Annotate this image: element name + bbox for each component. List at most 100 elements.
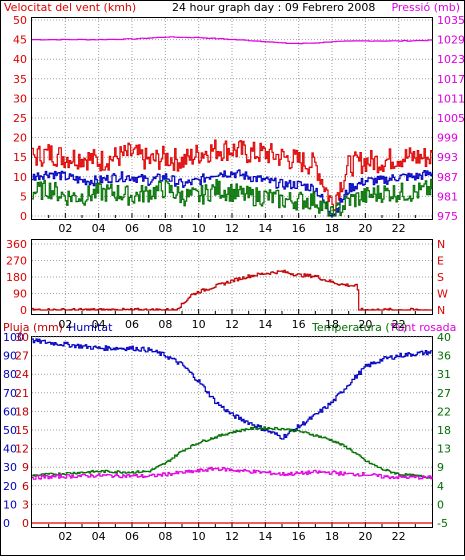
wind-speed-label: Velocitat del vent (kmh) (4, 1, 136, 14)
wind-y-tick-label: 45 (13, 34, 27, 47)
gust-line (32, 139, 433, 212)
direction-x-tick-label: 10 (192, 318, 206, 331)
direction-compass-label: W (437, 288, 448, 301)
temperature-y-tick-label: 22 (437, 405, 451, 418)
wind-y-tick-label: 40 (13, 53, 27, 66)
temperature-y-tick-label: 36 (437, 350, 451, 363)
dewpoint-line (32, 466, 433, 480)
wind-x-tick-label: 06 (125, 222, 139, 235)
direction-y-tick-label: 180 (6, 271, 27, 284)
humidity-y-tick-label: 50 (3, 424, 17, 437)
humidity-y-tick-label: 30 (3, 461, 17, 474)
humidity-x-tick-label: 02 (58, 530, 72, 543)
direction-x-tick-label: 16 (292, 318, 306, 331)
direction-y-tick-label: 360 (6, 238, 27, 251)
pressure-line (32, 36, 433, 45)
rain-y-tick-label: 30 (15, 331, 29, 344)
temperature-y-tick-label: 40 (437, 331, 451, 344)
humidity-x-tick-label: 10 (192, 530, 206, 543)
wind-x-tick-label: 04 (92, 222, 106, 235)
direction-y-tick-label: 90 (13, 288, 27, 301)
temperature-y-tick-label: 18 (437, 424, 451, 437)
humidity-y-tick-label: 20 (3, 480, 17, 493)
wind-y-tick-label: 15 (13, 151, 27, 164)
temperature-label: Temperatura (°C) (311, 321, 407, 334)
wind-pressure-chart: 0 5 10 15 20 25 30 35 40 45 50 975 981 987 993 999 1005 1… (13, 14, 465, 235)
wind-x-tick-label: 10 (192, 222, 206, 235)
direction-y-tick-label: 0 (20, 304, 27, 317)
panel-humidity-frame (31, 336, 433, 528)
humidity-x-tick-label: 18 (325, 530, 339, 543)
humidity-line (32, 338, 432, 440)
wind-y-tick-label: 5 (20, 190, 27, 203)
humidity-y-tick-label: 100 (3, 331, 24, 344)
rain-y-tick-label: 21 (15, 387, 29, 400)
direction-x-tick-label: 22 (392, 318, 406, 331)
pressure-label: Pressió (mb) (391, 1, 460, 14)
wind-y-tick-label: 25 (13, 112, 27, 125)
rain-y-tick-label: 9 (22, 461, 29, 474)
humidity-x-tick-label: 04 (92, 530, 106, 543)
wind-x-tick-label: 16 (292, 222, 306, 235)
pressure-y-tick-label: 1035 (437, 14, 465, 27)
pressure-y-tick-label: 1005 (437, 112, 465, 125)
humidity-y-tick-label: 10 (3, 498, 17, 511)
temperature-line (32, 426, 433, 479)
humidity-y-tick-label: 60 (3, 405, 17, 418)
pressure-y-tick-label: 1029 (437, 34, 465, 47)
humidity-x-tick-label: 06 (125, 530, 139, 543)
direction-x-tick-label: 18 (325, 318, 339, 331)
pressure-y-tick-label: 987 (437, 171, 458, 184)
humidity-label: Humitat (68, 321, 113, 334)
direction-compass-label: E (437, 255, 444, 268)
humidity-y-tick-label: 40 (3, 443, 17, 456)
rain-y-tick-label: 18 (15, 405, 29, 418)
rain-y-tick-label: 6 (22, 480, 29, 493)
wind-x-tick-label: 12 (225, 222, 239, 235)
humidity-y-tick-label: 90 (3, 350, 17, 363)
rain-label: Pluja (mm) (3, 321, 63, 334)
temperature-y-tick-label: 4 (437, 480, 444, 493)
pressure-y-tick-label: 993 (437, 151, 458, 164)
wind-x-tick-label: 20 (358, 222, 372, 235)
wind-y-tick-label: 0 (20, 210, 27, 223)
humidity-x-tick-label: 14 (258, 530, 272, 543)
wind-y-tick-label: 10 (13, 171, 27, 184)
humidity-y-tick-label: 70 (3, 387, 17, 400)
humidity-y-tick-label: 80 (3, 368, 17, 381)
dewpoint-label: Punt rosada (391, 321, 456, 334)
temperature-y-tick-label: 31 (437, 368, 451, 381)
temperature-y-tick-label: 0 (437, 498, 444, 511)
wind-x-tick-label: 02 (58, 222, 72, 235)
wind-x-tick-label: 18 (325, 222, 339, 235)
temperature-y-tick-label: 9 (437, 461, 444, 474)
direction-x-tick-label: 12 (225, 318, 239, 331)
direction-y-tick-label: 270 (6, 255, 27, 268)
rain-y-tick-label: 12 (15, 443, 29, 456)
temperature-y-tick-label: -5 (437, 517, 448, 530)
pressure-y-tick-label: 981 (437, 190, 458, 203)
temperature-y-tick-label: 27 (437, 387, 451, 400)
direction-x-tick-label: 08 (158, 318, 172, 331)
humidity-x-tick-label: 20 (358, 530, 372, 543)
wind-y-tick-label: 30 (13, 92, 27, 105)
min-wind-line (32, 178, 433, 217)
pressure-y-tick-label: 1023 (437, 53, 465, 66)
direction-compass-label: N (437, 238, 445, 251)
humidity-x-tick-label: 22 (392, 530, 406, 543)
direction-compass-label: S (437, 271, 444, 284)
wind-direction-chart: 0 N 90 W 180 S 270 E 360 N 02 04 06 08 10 12 14 16 18 20 22 (6, 238, 448, 331)
temperature-y-tick-label: 13 (437, 443, 451, 456)
direction-x-tick-label: 02 (58, 318, 72, 331)
direction-compass-label: N (437, 304, 445, 317)
direction-x-tick-label: 06 (125, 318, 139, 331)
panel-wind-frame (31, 17, 433, 220)
pressure-y-tick-label: 975 (437, 210, 458, 223)
chart-title: 24 hour graph day : 09 Febrero 2008 (172, 1, 375, 14)
pressure-y-tick-label: 1017 (437, 73, 465, 86)
panel-direction-frame (31, 239, 433, 315)
wind-x-tick-label: 08 (158, 222, 172, 235)
